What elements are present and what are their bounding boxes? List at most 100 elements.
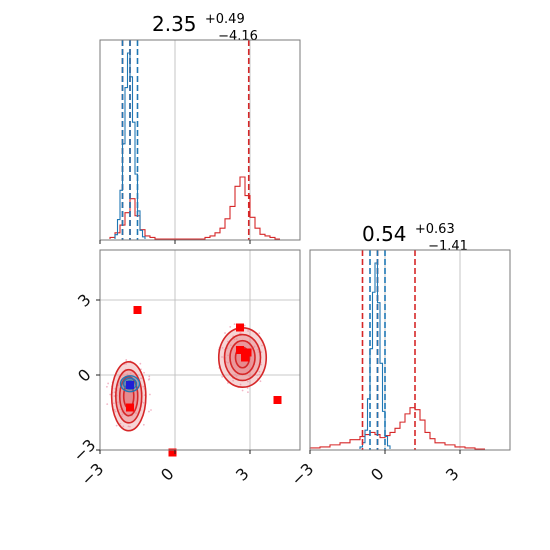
hist-param1-ticks [99,240,251,244]
red-square-marker [273,396,282,404]
hist-param2-red-step [309,407,485,450]
scatter-point [119,408,121,411]
scatter-point [143,371,145,374]
red-square-marker [126,403,134,412]
scatter-point [142,423,145,426]
scatter-point [142,385,145,388]
scatter-point [235,338,238,340]
scatter-point [106,403,109,405]
scatter-point [247,330,250,332]
panel-1-title: 2.35 +0.49 −4.16 [152,4,258,44]
red-square-marker [168,448,177,457]
scatter-point [129,372,132,375]
scatter-point [261,344,263,347]
scatter-point [259,380,262,383]
scatter-point [107,382,110,385]
scatter-point [115,424,118,427]
scatter-point [122,425,125,428]
scatter-point [135,412,137,414]
hist-param1-panel [99,39,301,244]
scatter-point [116,401,119,404]
scatter-markers [126,306,282,457]
scatter-point [119,422,122,425]
scatter-point [224,332,226,334]
scatter-y-tick-label: 0 [74,365,95,386]
scatter-point [232,379,235,382]
hist-param2-panel: −3 0 3 [287,249,511,489]
scatter-point [258,373,261,376]
scatter-2d-panel: −3 0 3 −303 [69,249,301,489]
scatter-point [233,338,236,341]
scatter-point [148,375,151,378]
scatter-point [125,362,127,365]
scatter-point [112,402,115,405]
scatter-point [127,425,130,428]
scatter-point [139,362,142,365]
scatter-frame [99,249,301,451]
scatter-point [229,344,232,347]
scatter-point [229,325,232,328]
scatter-point [247,380,249,383]
red-square-marker [243,348,252,357]
scatter-point [226,347,229,350]
scatter-x-tick-label: 3 [232,464,253,485]
scatter-point [247,391,249,394]
hist-param2-red [309,407,485,450]
scatter-point [227,354,229,357]
scatter-x-ticks: −3 0 3 [77,450,253,489]
scatter-y-ticks: −303 [69,290,100,465]
scatter-x-tick-label: 0 [157,464,178,485]
hist-param1-blue-step [114,52,146,239]
scatter-point [256,374,259,377]
scatter-contours [110,326,268,432]
scatter-point [253,345,256,348]
scatter-point [109,393,112,396]
scatter-point [150,409,152,411]
scatter-point [234,373,237,376]
hist-param1-red [109,176,280,240]
hist-param2-ticks: −3 0 3 [287,450,463,489]
scatter-point [248,374,250,377]
red-square-marker [236,323,244,332]
blue-square-marker [126,381,134,389]
scatter-point [121,413,124,416]
hist-param1-red-step [109,176,280,240]
scatter-point [260,363,263,366]
scatter-point [148,410,150,413]
scatter-y-tick-label: 3 [74,290,95,311]
hist-param1-blue-quantiles [121,40,139,240]
scatter-point [243,324,246,327]
scatter-point [113,395,116,397]
scatter-point [235,375,238,377]
panel-2-title: 0.54 +0.63 −1.41 [362,214,468,254]
scatter-point [142,401,145,404]
scatter-point [258,332,261,335]
scatter-point [257,351,260,353]
scatter-point [106,385,108,388]
scatter-point [221,375,224,378]
scatter-point [221,346,224,349]
scatter-point [140,377,143,380]
scatter-point [126,373,129,376]
hist-param1-blue [114,52,146,239]
hist2-x-tick-label: 0 [367,464,388,485]
red-square-marker [236,346,244,354]
scatter-point [226,382,229,384]
scatter-point [125,359,128,361]
scatter-point [227,361,229,364]
hist-param2-blue-quantiles [369,250,386,450]
red-square-marker [133,306,142,314]
scatter-point [117,384,120,387]
hist2-x-tick-label: 3 [442,464,463,485]
hist-param1-frame [99,39,301,241]
scatter-point [114,410,117,413]
scatter-point [241,389,244,392]
scatter-point [148,378,151,380]
hist-param2-frame [309,249,511,451]
hist2-x-tick-label: −3 [287,459,317,489]
scatter-point [246,387,249,389]
scatter-point [233,323,236,326]
scatter-point [256,348,259,351]
scatter-point [239,383,242,386]
